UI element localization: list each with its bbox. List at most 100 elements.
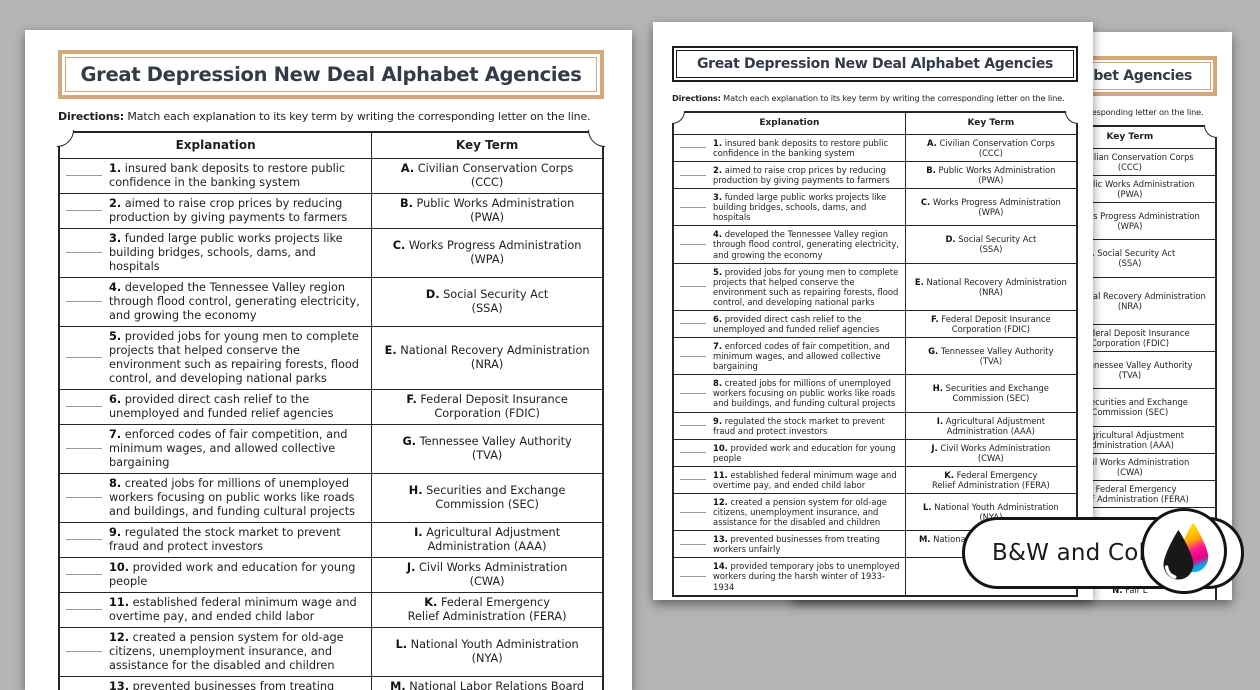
key-term-name: Civilian Conservation Corps (1078, 151, 1194, 162)
explanation-cell: 7. enforced codes of fair competition, a… (58, 423, 373, 474)
key-term-letter: L. (395, 637, 408, 651)
key-term-name: Public Works Administration (938, 164, 1056, 175)
explanation-text: 13. prevented businesses from treating w… (109, 680, 367, 690)
key-term-cell: L. National Youth Administration (NYA) (371, 626, 603, 677)
explanation-text: 3. funded large public works projects li… (109, 232, 367, 274)
explanation-cell: 11. established federal minimum wage and… (58, 591, 373, 628)
key-term-cell: I. Agricultural Adjustment Administratio… (904, 411, 1078, 440)
key-term-cell: E. National Recovery Administration (NRA… (371, 325, 603, 390)
key-term-line2: (NRA) (978, 286, 1003, 297)
explanation-text: 5. provided jobs for young men to comple… (109, 330, 367, 386)
key-term-letter: H. (932, 383, 943, 394)
table-row: 1. insured bank deposits to restore publ… (58, 157, 603, 194)
table-row: 11. established federal minimum wage and… (673, 465, 1078, 494)
explanation-body: established federal minimum wage and ove… (109, 595, 357, 623)
table-row: 6. provided direct cash relief to the un… (673, 309, 1078, 339)
key-term-letter: B. (926, 164, 936, 175)
key-term-line2: (NRA) (1117, 300, 1142, 311)
item-number: 10. (713, 442, 728, 453)
key-term-line2: (CWA) (1116, 466, 1143, 477)
key-term-cell: G. Tennessee Valley Authority (TVA) (371, 423, 603, 474)
ink-droplets-icon (1141, 508, 1227, 594)
key-term-letter: E. (914, 276, 924, 287)
explanation-body: aimed to raise crop prices by reducing p… (109, 196, 348, 224)
key-term-name: Civilian Conservation Corps (417, 161, 574, 175)
key-term-letter: D. (945, 234, 956, 245)
key-term-name: Works Progress Administration (932, 197, 1061, 208)
explanation-body: created a pension system for old-age cit… (713, 496, 887, 528)
explanation-cell: 4. developed the Tennessee Valley region… (673, 225, 906, 264)
key-term-name: Federal Emergency (440, 595, 550, 609)
key-term-name: Securities and Exchange (945, 383, 1049, 394)
explanation-cell: 9. regulated the stock market to prevent… (673, 411, 906, 440)
key-term-line1: I. Agricultural Adjustment (375, 526, 599, 540)
item-number: 5. (109, 329, 122, 343)
key-term-line2: Administration (AAA) (427, 539, 547, 553)
explanation-body: funded large public works projects like … (109, 231, 343, 273)
explanation-body: established federal minimum wage and ove… (713, 469, 897, 490)
key-term-name: Federal Deposit Insurance (420, 392, 568, 406)
key-term-line2: (WPA) (470, 252, 505, 266)
key-term-name: Social Security Act (1097, 248, 1176, 259)
key-term-cell: J. Civil Works Administration (CWA) (371, 556, 603, 593)
key-term-line1: M. National Labor Relations Board (375, 680, 599, 690)
answer-line (66, 497, 102, 499)
key-term-name: Works Progress Administration (1071, 211, 1200, 222)
item-number: 10. (109, 560, 130, 574)
explanation-text: 6. provided direct cash relief to the un… (109, 393, 367, 421)
key-term-line1: E. National Recovery Administration (909, 277, 1073, 287)
explanation-cell: 3. funded large public works projects li… (673, 188, 906, 227)
key-term-line2: (SSA) (979, 244, 1003, 255)
worksheet-body: Great Depression New Deal Alphabet Agenc… (25, 30, 632, 690)
title-frame-inner: Great Depression New Deal Alphabet Agenc… (676, 50, 1074, 78)
key-term-line1: B. Public Works Administration (909, 165, 1073, 175)
explanation-cell: 10. provided work and education for youn… (673, 438, 906, 467)
answer-line (680, 479, 706, 481)
key-term-line2: Administration (AAA) (946, 425, 1035, 436)
explanation-body: created a pension system for old-age cit… (109, 630, 344, 672)
key-term-line2: (NRA) (470, 357, 504, 371)
key-term-name: Securities and Exchange (426, 483, 566, 497)
explanation-text: 4. developed the Tennessee Valley region… (713, 229, 901, 259)
explanation-body: provided direct cash relief to the unemp… (109, 392, 334, 420)
key-term-cell: B. Public Works Administration (PWA) (904, 160, 1078, 190)
item-number: 1. (713, 137, 723, 148)
key-term-line2: (TVA) (471, 448, 503, 462)
key-term-line2: Corporation (FDIC) (1090, 337, 1169, 348)
explanation-body: provided direct cash relief to the unemp… (713, 313, 880, 334)
key-term-line1: N. Fair L (1048, 585, 1212, 595)
key-term-letter: M. (918, 534, 931, 545)
explanation-text: 10. provided work and education for youn… (713, 443, 901, 463)
key-term-name: National Labor Relations Board (409, 679, 585, 690)
explanation-body: developed the Tennessee Valley region th… (713, 229, 899, 260)
item-number: 7. (109, 427, 122, 441)
explanation-cell: 14. provided temporary jobs to unemploye… (673, 557, 906, 596)
worksheet-page-color-large: Great Depression New Deal Alphabet Agenc… (25, 30, 632, 690)
key-term-line1: L. National Youth Administration (375, 638, 599, 652)
explanation-text: 8. created jobs for millions of unemploy… (109, 477, 367, 519)
key-term-letter: C. (920, 197, 931, 208)
answer-line (680, 147, 706, 149)
item-number: 3. (109, 231, 122, 245)
key-term-line1: H. Securities and Exchange (375, 484, 599, 498)
directions-text: Match each explanation to its key term b… (127, 110, 591, 123)
key-term-cell: D. Social Security Act (SSA) (904, 225, 1078, 264)
answer-line (680, 355, 706, 357)
explanation-body: insured bank deposits to restore public … (109, 161, 346, 189)
explanation-cell: 2. aimed to raise crop prices by reducin… (673, 160, 906, 190)
table-header-row: Explanation Key Term (673, 112, 1078, 135)
key-term-line1: A. Civilian Conservation Corps (375, 162, 599, 176)
key-term-line2: (CCC) (1117, 161, 1142, 172)
key-term-name: Works Progress Administration (408, 238, 582, 252)
item-number: 8. (713, 378, 723, 389)
item-number: 14. (713, 561, 728, 572)
badge-label: B&W and Color (992, 540, 1169, 566)
key-term-letter: C. (392, 238, 406, 252)
explanation-text: 3. funded large public works projects li… (713, 192, 901, 222)
key-term-line2: (PWA) (470, 210, 505, 224)
explanation-text: 7. enforced codes of fair competition, a… (713, 341, 901, 371)
key-term-line1: F. Federal Deposit Insurance (909, 314, 1073, 324)
key-term-cell: H. Securities and Exchange Commission (S… (371, 472, 603, 523)
answer-line (66, 210, 102, 212)
worksheet-page-bw: Great Depression New Deal Alphabet Agenc… (653, 22, 1093, 600)
